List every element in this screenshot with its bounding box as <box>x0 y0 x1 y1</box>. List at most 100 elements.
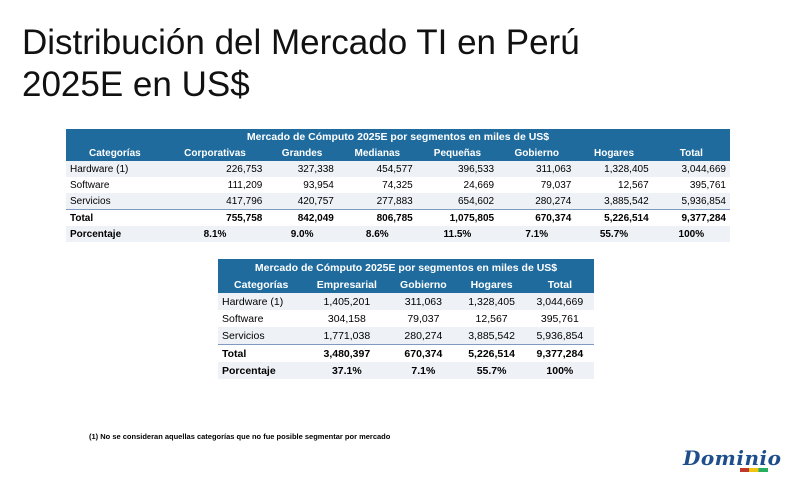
table-cell: 9,377,284 <box>652 209 730 226</box>
table-cell: 454,577 <box>337 161 417 177</box>
table-cell: 9,377,284 <box>525 344 594 362</box>
table2-header-cell: Total <box>525 276 594 293</box>
table1-header-cell: Categorías <box>66 145 164 161</box>
table-cell: 7.1% <box>389 362 458 379</box>
table-cell: 327,338 <box>266 161 338 177</box>
footnote: (1) No se consideran aquellas categorías… <box>89 432 391 441</box>
table-cell: 93,954 <box>303 179 334 191</box>
table2-header-cell: Empresarial <box>304 276 390 293</box>
table-cell: 12,567 <box>475 312 508 325</box>
logo-color-bar <box>740 468 768 472</box>
table-cell: 111,209 <box>227 179 263 191</box>
table-cell: 37.1% <box>304 362 390 379</box>
table-cell: 654,602 <box>416 193 499 210</box>
title-line-1: Distribución del Mercado TI en Perú <box>22 23 580 62</box>
table2-header-row: Categorías Empresarial Gobierno Hogares … <box>218 276 594 293</box>
table-row: Hardware (1) 226,753 327,338 454,577 396… <box>66 161 730 177</box>
table-cell: 3,885,542 <box>575 193 653 210</box>
table-row: Software 111,209 93,954 74,325 24,669 79… <box>66 177 730 193</box>
table-cell: 1,405,201 <box>304 293 390 310</box>
table-row: Servicios 417,796 420,757 277,883 654,60… <box>66 193 730 210</box>
table-cell: 5,936,854 <box>652 193 730 210</box>
table-cell: 395,761 <box>540 312 579 325</box>
table-cell: 1,075,805 <box>416 209 499 226</box>
table2-header-cell: Categorías <box>218 276 305 293</box>
table-cell: 100% <box>525 362 594 379</box>
row-label: Servicios <box>66 193 164 210</box>
table-cell: 5,226,514 <box>457 344 526 362</box>
dominio-logo: Dominio <box>683 446 782 470</box>
table2-header-cell: Gobierno <box>389 276 458 293</box>
table-cell: 24,669 <box>463 179 495 191</box>
row-label: Software <box>222 312 264 325</box>
row-label: Hardware (1) <box>218 293 305 310</box>
table-cell: 74,325 <box>382 179 413 191</box>
table2-caption: Mercado de Cómputo 2025E por segmentos e… <box>218 259 594 276</box>
table1-percent-row: Porcentaje 8.1% 9.0% 8.6% 11.5% 7.1% 55.… <box>66 226 730 242</box>
table1-header-cell: Pequeñas <box>416 145 499 161</box>
table-cell: 9.0% <box>266 226 338 242</box>
table1-header-cell: Gobierno <box>498 145 576 161</box>
table-cell: 100% <box>652 226 730 242</box>
table-cell: 670,374 <box>389 344 458 362</box>
table-row: Hardware (1) 1,405,201 311,063 1,328,405… <box>218 293 594 310</box>
table-cell: 3,044,669 <box>652 161 730 177</box>
table-cell: 1,328,405 <box>575 161 653 177</box>
table1-header-cell: Corporativas <box>163 145 267 161</box>
table-cell: 79,037 <box>540 179 572 191</box>
table-cell: 1,328,405 <box>457 293 526 310</box>
table-cell: 280,274 <box>498 193 576 210</box>
table-row: Software 304,158 79,037 12,567 395,761 <box>218 310 594 327</box>
table-cell: 55.7% <box>575 226 653 242</box>
table-cell: 8.6% <box>337 226 417 242</box>
table-cell: 5,226,514 <box>575 209 653 226</box>
market-table-consolidated: Mercado de Cómputo 2025E por segmentos e… <box>218 259 594 379</box>
table-cell: 79,037 <box>407 312 440 325</box>
table-cell: 806,785 <box>337 209 417 226</box>
table-cell: 277,883 <box>337 193 417 210</box>
table1-header-cell: Medianas <box>337 145 417 161</box>
table-cell: 670,374 <box>498 209 576 226</box>
table2-header-cell: Hogares <box>457 276 526 293</box>
row-label: Total <box>218 344 305 362</box>
table-cell: 420,757 <box>266 193 338 210</box>
table1-header-cell: Total <box>652 145 730 161</box>
row-label: Software <box>70 179 110 191</box>
table-cell: 311,063 <box>498 161 576 177</box>
table-cell: 755,758 <box>163 209 267 226</box>
table-cell: 12,567 <box>618 179 649 191</box>
row-label: Hardware (1) <box>66 161 164 177</box>
table1-header-cell: Grandes <box>266 145 338 161</box>
table1-header-cell: Hogares <box>575 145 653 161</box>
table1-caption: Mercado de Cómputo 2025E por segmentos e… <box>66 129 730 145</box>
table2-percent-row: Porcentaje 37.1% 7.1% 55.7% 100% <box>218 362 594 379</box>
table1-header-row: Categorías Corporativas Grandes Medianas… <box>66 145 730 161</box>
table-cell: 396,533 <box>416 161 499 177</box>
market-table-segments: Mercado de Cómputo 2025E por segmentos e… <box>66 129 730 242</box>
table-cell: 417,796 <box>163 193 267 210</box>
table-cell: 842,049 <box>266 209 338 226</box>
table-cell: 7.1% <box>498 226 576 242</box>
title-line-2: 2025E en US$ <box>22 65 250 104</box>
table-cell: 304,158 <box>327 312 366 325</box>
table-cell: 5,936,854 <box>525 327 594 345</box>
table-cell: 280,274 <box>389 327 458 345</box>
table-cell: 1,771,038 <box>304 327 390 345</box>
table-cell: 8.1% <box>163 226 267 242</box>
table-cell: 55.7% <box>457 362 526 379</box>
row-label: Total <box>66 209 164 226</box>
table-cell: 3,044,669 <box>525 293 594 310</box>
table-cell: 3,885,542 <box>457 327 526 345</box>
table2-total-row: Total 3,480,397 670,374 5,226,514 9,377,… <box>218 344 594 362</box>
row-label: Porcentaje <box>66 226 164 242</box>
table-cell: 11.5% <box>416 226 499 242</box>
table-row: Servicios 1,771,038 280,274 3,885,542 5,… <box>218 327 594 345</box>
table-cell: 395,761 <box>689 179 726 191</box>
table1-total-row: Total 755,758 842,049 806,785 1,075,805 … <box>66 209 730 226</box>
table-cell: 226,753 <box>163 161 267 177</box>
row-label: Porcentaje <box>218 362 305 379</box>
row-label: Servicios <box>218 327 305 345</box>
page-title: Distribución del Mercado TI en Perú 2025… <box>22 22 580 106</box>
table-cell: 311,063 <box>389 293 458 310</box>
table-cell: 3,480,397 <box>304 344 390 362</box>
